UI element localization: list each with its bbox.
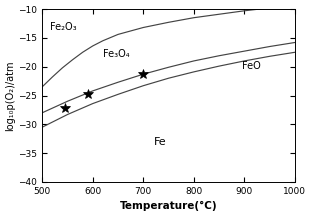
X-axis label: Temperature(°C): Temperature(°C) (120, 201, 217, 211)
Text: FeO: FeO (242, 61, 261, 71)
Y-axis label: log₁₀p(O₂)/atm: log₁₀p(O₂)/atm (6, 60, 16, 131)
Text: Fe: Fe (154, 137, 166, 147)
Text: Fe₂O₃: Fe₂O₃ (50, 23, 76, 33)
Text: Fe₃O₄: Fe₃O₄ (103, 49, 129, 59)
